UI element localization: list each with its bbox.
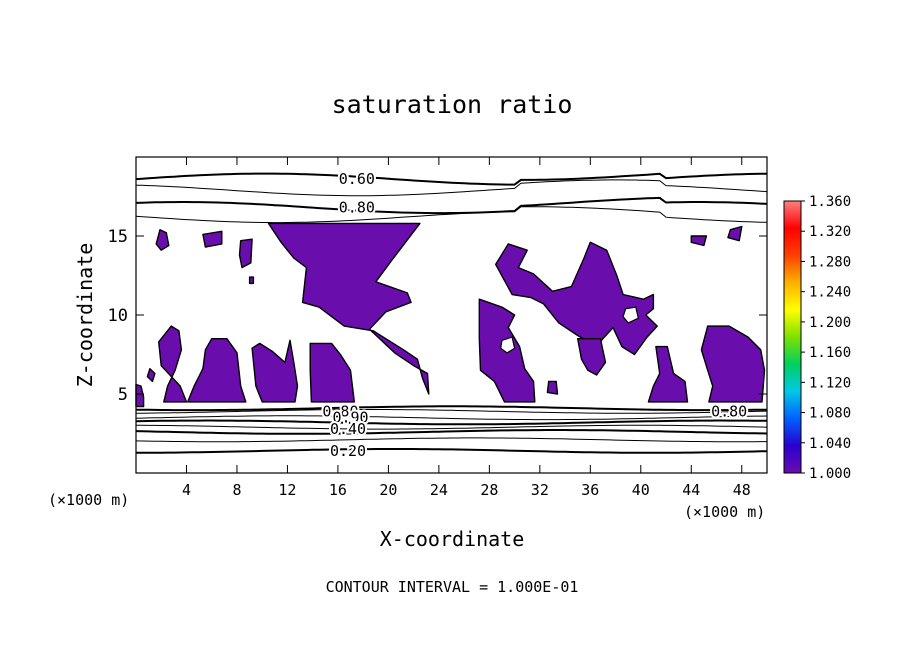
x-tick-label: 48 [733, 481, 751, 499]
contour-label: 0.60 [339, 170, 375, 188]
contour-labels: 0.600.800.800.900.400.200.80 [320, 168, 749, 462]
colorbar-tick-label: 1.200 [809, 315, 851, 331]
colorbar-fill [784, 201, 801, 473]
region [577, 338, 607, 376]
colorbar-tick-label: 1.040 [809, 436, 851, 452]
x-axis-ticks: 4 8 12 16 20 24 28 32 36 40 44 48 [182, 157, 751, 499]
x-tick-label: 4 [182, 481, 191, 499]
contour-label: 0.90 [332, 409, 368, 427]
region-hole [500, 336, 516, 354]
x-tick-label: 16 [329, 481, 347, 499]
y-tick-label: 5 [118, 385, 128, 405]
contour-line [135, 437, 767, 443]
contour-line [135, 415, 768, 421]
colorbar-tick-label: 1.120 [809, 375, 851, 391]
region [727, 225, 743, 242]
region [248, 276, 255, 285]
x-tick-label: 28 [480, 481, 498, 499]
x-tick-label: 20 [379, 481, 397, 499]
region [690, 235, 708, 247]
y-axis-ticks: 5 10 15 [108, 227, 767, 405]
y-tick-label: 10 [108, 306, 128, 326]
contour-line [135, 196, 768, 215]
region [238, 238, 253, 269]
region [146, 368, 156, 383]
x-tick-label: 32 [531, 481, 549, 499]
contour-line [136, 409, 768, 414]
y-axis-label: Z-coordinate [73, 243, 97, 388]
colorbar-gradient [784, 201, 801, 473]
contour-line [135, 419, 767, 426]
supersaturated-regions [135, 222, 766, 408]
colorbar-tick-label: 1.240 [809, 285, 851, 301]
region [647, 345, 689, 403]
region [155, 229, 170, 251]
contour-label: 0.20 [330, 442, 366, 460]
contour-label: 0.80 [322, 402, 358, 420]
x-axis-label: X-coordinate [380, 527, 525, 551]
contour-label: 0.80 [339, 199, 375, 217]
x-tick-label: 40 [632, 481, 650, 499]
colorbar-tick-label: 1.080 [809, 406, 851, 422]
colorbar-tick-label: 1.360 [809, 194, 851, 210]
region [158, 325, 188, 403]
contour-line [135, 429, 768, 435]
region [202, 230, 223, 248]
x-tick-label: 8 [232, 481, 241, 499]
contour-line [136, 448, 768, 454]
contour-label: 0.80 [711, 402, 747, 420]
y-tick-label: 15 [108, 227, 128, 247]
region [546, 380, 559, 395]
x-tick-label: 12 [278, 481, 296, 499]
colorbar-tick-label: 1.280 [809, 254, 851, 270]
region [495, 241, 658, 356]
x-unit-right: (×1000 m) [684, 503, 765, 521]
region [187, 338, 247, 403]
region [251, 339, 299, 403]
region [309, 342, 355, 403]
colorbar-tick-label: 1.160 [809, 345, 851, 361]
chart-title: saturation ratio [332, 90, 573, 119]
contour-line [135, 172, 767, 186]
colorbar-tick-label: 1.000 [809, 466, 851, 482]
region-hole [622, 306, 639, 324]
contour-line [135, 179, 768, 197]
contour-label: 0.40 [330, 420, 366, 438]
x-tick-label: 24 [430, 481, 448, 499]
x-tick-label: 44 [682, 481, 700, 499]
colorbar-frame [783, 200, 802, 474]
contour-lines [135, 172, 768, 454]
contour-line [136, 405, 768, 412]
region [700, 325, 766, 403]
plot-area: 0.600.800.800.900.400.200.80 [135, 156, 768, 474]
x-tick-label: 36 [581, 481, 599, 499]
contour-interval-footer: CONTOUR INTERVAL = 1.000E-01 [326, 578, 579, 596]
colorbar-ticks: 1.360 1.320 1.280 1.240 1.200 1.160 1.120 1.080… [801, 194, 851, 482]
contour-line [135, 206, 768, 224]
colorbar: 1.360 1.320 1.280 1.240 1.200 1.160 1.120 1.080… [783, 194, 851, 482]
x-unit-left: (×1000 m) [48, 491, 129, 509]
colorbar-tick-label: 1.320 [809, 224, 851, 240]
region [267, 222, 430, 395]
contour-line [136, 424, 768, 430]
